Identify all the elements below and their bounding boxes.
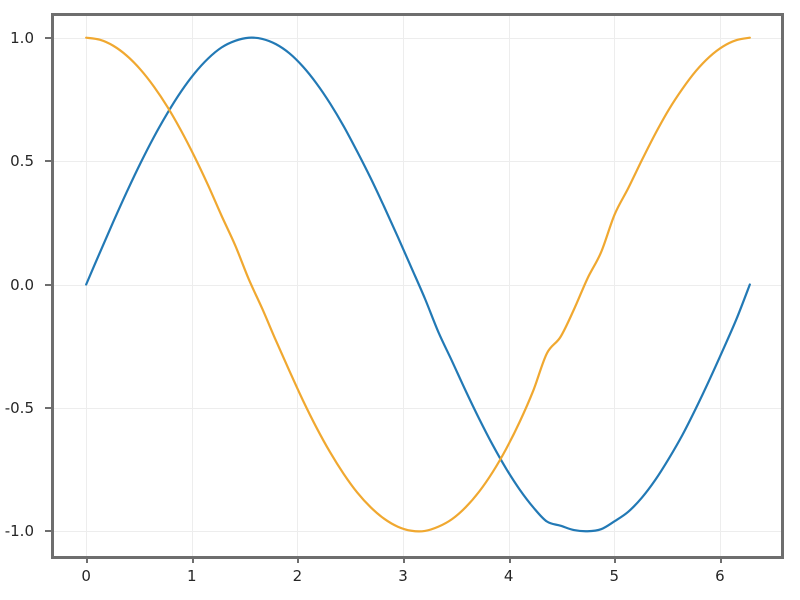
y-tick-mark <box>45 530 52 533</box>
y-tick-mark <box>45 36 52 39</box>
y-tick-label: 0.5 <box>10 152 34 171</box>
x-tick-mark <box>191 556 194 563</box>
axis-spine-top <box>51 13 784 16</box>
axis-spine-bottom <box>51 556 784 559</box>
x-tick-label: 4 <box>503 567 514 585</box>
y-tick-label: -1.0 <box>4 522 34 541</box>
y-tick-label: 1.0 <box>10 28 34 47</box>
x-tick-label: 1 <box>187 567 197 585</box>
axis-spine-left <box>51 13 54 559</box>
x-tick-mark <box>403 556 406 563</box>
x-tick-mark <box>508 556 511 563</box>
gridline-horizontal <box>53 284 783 286</box>
x-tick-label: 2 <box>292 567 303 585</box>
x-tick-mark <box>86 556 89 563</box>
axis-spine-right <box>781 13 784 559</box>
gridline-horizontal <box>53 531 783 533</box>
y-tick-mark <box>45 406 52 409</box>
x-tick-label: 0 <box>81 567 91 585</box>
gridline-horizontal <box>53 407 783 409</box>
y-tick-mark <box>45 283 52 286</box>
x-tick-label: 6 <box>715 567 725 585</box>
plot-area <box>53 13 783 556</box>
y-tick-label: -0.5 <box>4 398 34 417</box>
x-tick-mark <box>614 556 617 563</box>
x-tick-mark <box>297 556 300 563</box>
x-tick-mark <box>719 556 722 563</box>
x-tick-label: 3 <box>398 567 408 585</box>
y-tick-label: 0.0 <box>10 275 34 294</box>
gridline-horizontal <box>53 161 783 163</box>
x-tick-label: 5 <box>609 567 620 585</box>
gridline-horizontal <box>53 37 783 39</box>
y-tick-mark <box>45 160 52 163</box>
